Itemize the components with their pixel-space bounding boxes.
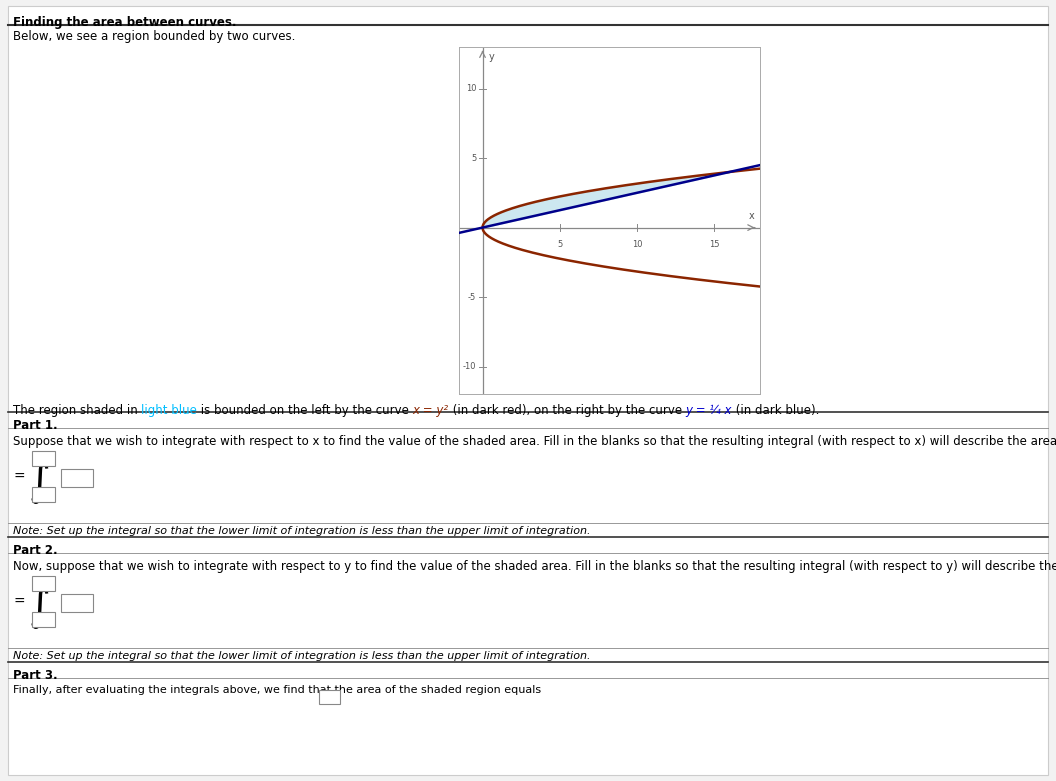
Text: (in dark blue).: (in dark blue). (732, 404, 819, 417)
Text: Part 1.: Part 1. (13, 419, 57, 433)
Text: light blue: light blue (142, 404, 197, 417)
Text: 10: 10 (466, 84, 476, 93)
Text: -10: -10 (463, 362, 476, 371)
Text: x: x (749, 211, 755, 220)
Text: -5: -5 (468, 293, 476, 301)
Text: x = y²: x = y² (413, 404, 449, 417)
Text: Part 3.: Part 3. (13, 669, 57, 683)
Text: =: = (14, 469, 25, 483)
Text: is bounded on the left by the curve: is bounded on the left by the curve (197, 404, 413, 417)
Text: 15: 15 (709, 240, 719, 249)
Text: Suppose that we wish to integrate with respect to x to find the value of the sha: Suppose that we wish to integrate with r… (13, 435, 1056, 448)
Text: Below, we see a region bounded by two curves.: Below, we see a region bounded by two cu… (13, 30, 295, 44)
Text: 10: 10 (631, 240, 642, 249)
Text: =: = (14, 594, 25, 608)
Text: Now, suppose that we wish to integrate with respect to y to find the value of th: Now, suppose that we wish to integrate w… (13, 560, 1056, 573)
Text: ∫: ∫ (29, 587, 50, 629)
Text: 5: 5 (558, 240, 562, 249)
Text: Note: Set up the integral so that the lower limit of integration is less than th: Note: Set up the integral so that the lo… (13, 651, 590, 662)
Text: Finally, after evaluating the integrals above, we find that the area of the shad: Finally, after evaluating the integrals … (13, 685, 541, 695)
Text: Note: Set up the integral so that the lower limit of integration is less than th: Note: Set up the integral so that the lo… (13, 526, 590, 537)
Text: (in dark red), on the right by the curve: (in dark red), on the right by the curve (449, 404, 685, 417)
Text: The region shaded in: The region shaded in (13, 404, 142, 417)
Text: Finding the area between curves.: Finding the area between curves. (13, 16, 237, 29)
Text: ∫: ∫ (29, 462, 50, 504)
Text: 5: 5 (471, 154, 476, 162)
Text: y = ¼ x: y = ¼ x (685, 404, 732, 417)
Text: Part 2.: Part 2. (13, 544, 57, 558)
Text: y: y (489, 52, 494, 62)
